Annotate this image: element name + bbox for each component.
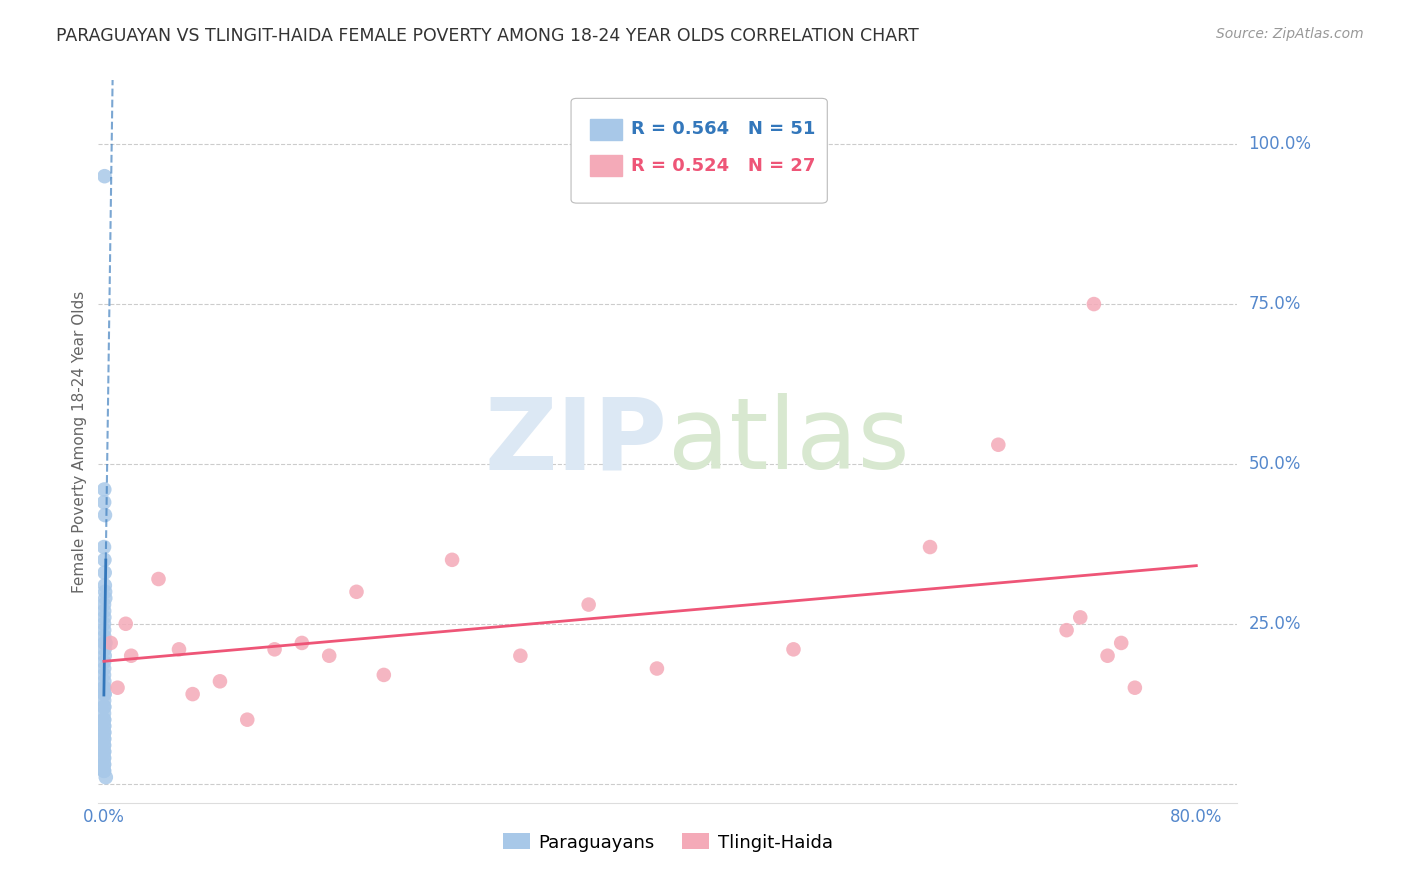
Point <box>93 725 115 739</box>
Point <box>93 540 115 554</box>
Point <box>93 687 115 701</box>
Point <box>94 770 117 784</box>
Point <box>93 598 115 612</box>
Point <box>1123 681 1146 695</box>
Text: 25.0%: 25.0% <box>1249 615 1301 632</box>
Text: R = 0.564   N = 51: R = 0.564 N = 51 <box>631 120 815 138</box>
Text: PARAGUAYAN VS TLINGIT-HAIDA FEMALE POVERTY AMONG 18-24 YEAR OLDS CORRELATION CHA: PARAGUAYAN VS TLINGIT-HAIDA FEMALE POVER… <box>56 27 920 45</box>
Point <box>93 681 115 695</box>
Point <box>645 661 668 675</box>
Point <box>208 674 231 689</box>
Point <box>93 674 115 689</box>
Point <box>93 655 115 669</box>
Point <box>291 636 314 650</box>
Point <box>93 604 115 618</box>
Text: atlas: atlas <box>668 393 910 490</box>
Point <box>373 668 395 682</box>
Point <box>93 764 115 778</box>
Point <box>263 642 285 657</box>
Point <box>93 699 115 714</box>
Point <box>93 616 115 631</box>
Text: 100.0%: 100.0% <box>1249 136 1312 153</box>
Point <box>236 713 259 727</box>
Point <box>93 642 115 657</box>
Point <box>93 495 115 509</box>
Point <box>93 757 115 772</box>
Point <box>318 648 340 663</box>
Point <box>346 584 368 599</box>
Point <box>93 713 115 727</box>
Point <box>93 636 115 650</box>
Point <box>918 540 941 554</box>
Point <box>93 687 115 701</box>
Point <box>93 738 115 752</box>
Point <box>93 719 115 733</box>
Point <box>93 745 115 759</box>
Point <box>93 169 115 184</box>
Point <box>93 623 115 637</box>
Point <box>93 630 115 644</box>
Point <box>148 572 170 586</box>
Point <box>1069 610 1091 624</box>
Point <box>93 738 115 752</box>
Point <box>93 483 115 497</box>
Point <box>782 642 804 657</box>
Point <box>167 642 190 657</box>
Point <box>93 725 115 739</box>
Point <box>93 648 115 663</box>
Point <box>93 731 115 746</box>
Point <box>1097 648 1119 663</box>
Point <box>94 591 117 606</box>
Point <box>93 757 115 772</box>
Point <box>93 745 115 759</box>
Point <box>181 687 204 701</box>
Point <box>1056 623 1078 637</box>
Text: 50.0%: 50.0% <box>1249 455 1301 473</box>
Point <box>107 681 129 695</box>
Text: R = 0.524   N = 27: R = 0.524 N = 27 <box>631 156 815 175</box>
Point <box>100 636 122 650</box>
Point <box>93 731 115 746</box>
Y-axis label: Female Poverty Among 18-24 Year Olds: Female Poverty Among 18-24 Year Olds <box>72 291 87 592</box>
Point <box>93 713 115 727</box>
Point <box>93 693 115 707</box>
Point <box>93 751 115 765</box>
Legend: Paraguayans, Tlingit-Haida: Paraguayans, Tlingit-Haida <box>495 826 841 859</box>
Point <box>120 648 142 663</box>
Text: ZIP: ZIP <box>485 393 668 490</box>
Point <box>94 508 117 522</box>
Point <box>578 598 600 612</box>
Point <box>93 681 115 695</box>
Point <box>93 566 115 580</box>
Point <box>94 636 117 650</box>
Point <box>93 661 115 675</box>
Point <box>94 578 117 592</box>
Text: 75.0%: 75.0% <box>1249 295 1301 313</box>
Point <box>93 719 115 733</box>
Point <box>509 648 531 663</box>
Point <box>93 764 115 778</box>
Point <box>93 706 115 721</box>
Bar <box>591 120 623 139</box>
Text: Source: ZipAtlas.com: Source: ZipAtlas.com <box>1216 27 1364 41</box>
Point <box>93 751 115 765</box>
Bar <box>591 155 623 176</box>
Point <box>93 699 115 714</box>
Point <box>1083 297 1105 311</box>
FancyBboxPatch shape <box>571 98 827 203</box>
Point <box>94 584 117 599</box>
Point <box>987 438 1010 452</box>
Point <box>93 668 115 682</box>
Point <box>441 553 464 567</box>
Point <box>93 610 115 624</box>
Point <box>114 616 136 631</box>
Point <box>93 553 115 567</box>
Point <box>1109 636 1132 650</box>
